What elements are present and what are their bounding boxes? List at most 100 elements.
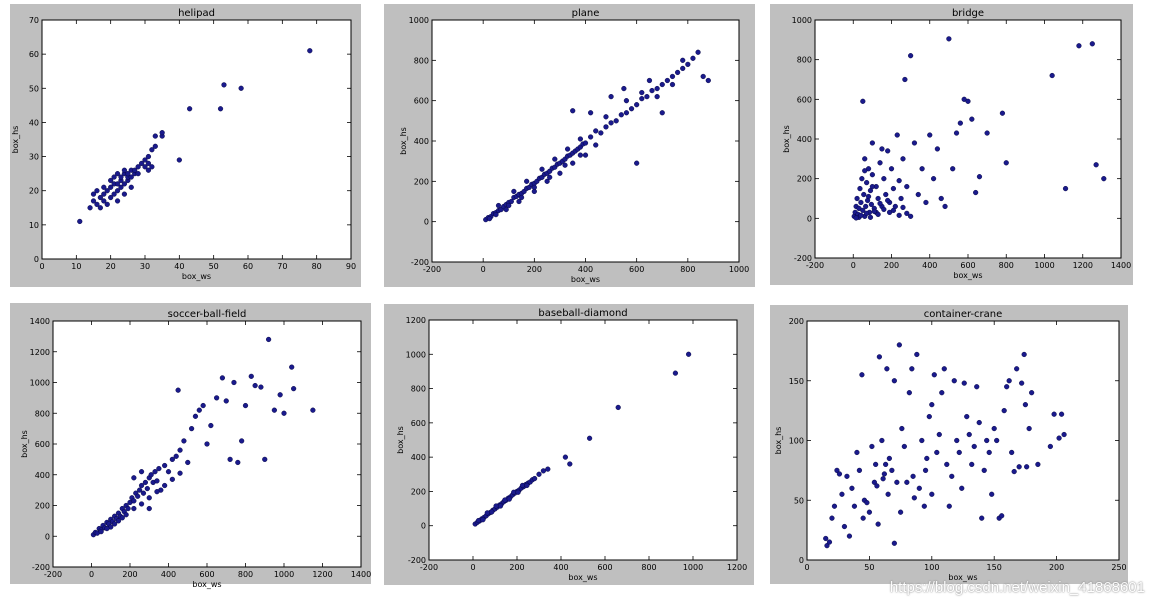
scatter-point (154, 478, 160, 484)
x-axis-label: box_ws (571, 275, 600, 284)
scatter-point (857, 185, 863, 192)
y-tick-label: 10 (29, 221, 39, 230)
scatter-point (966, 431, 972, 438)
scatter-point (132, 167, 138, 173)
scatter-point (176, 157, 182, 163)
scatter-point (879, 146, 885, 152)
scatter-point (923, 199, 929, 206)
scatter-point (910, 473, 916, 479)
scatter-point (680, 65, 686, 72)
scatter-point (547, 174, 553, 180)
scatter-point (695, 49, 701, 55)
scatter-point (950, 166, 956, 172)
x-tick-label: 1200 (1073, 261, 1093, 270)
x-tick-label: 20 (106, 262, 116, 271)
scatter-point (896, 342, 902, 348)
scatter-point (162, 462, 168, 469)
y-tick-label: 200 (414, 177, 429, 186)
x-tick-label: 1200 (727, 563, 747, 572)
scatter-point (281, 410, 287, 416)
x-tick-label: 1000 (729, 265, 749, 274)
scatter-point (1035, 461, 1041, 468)
scatter-point (866, 509, 873, 515)
scatter-point (121, 167, 128, 173)
y-tick-label: 200 (789, 317, 804, 326)
y-tick-label: 1200 (30, 348, 50, 357)
scatter-point (659, 81, 665, 88)
scatter-point (883, 461, 889, 468)
scatter-point (118, 184, 124, 190)
scatter-point (934, 146, 941, 152)
scatter-point (545, 466, 551, 472)
scatter-point (915, 191, 921, 198)
scatter-point (104, 188, 110, 194)
scatter-point (623, 98, 630, 104)
scatter-point (135, 164, 141, 170)
y-tick-label: 800 (414, 56, 429, 65)
scatter-point (873, 461, 879, 468)
scatter-point (930, 176, 937, 182)
scatter-point (669, 81, 676, 88)
scatter-point (969, 461, 975, 468)
scatter-point (900, 156, 906, 162)
scatter-point (475, 517, 482, 524)
scatter-point (177, 447, 183, 453)
x-tick-label: -200 (44, 570, 62, 579)
x-tick-label: 0 (39, 262, 44, 271)
scatter-point (974, 384, 980, 390)
scatter-point (159, 130, 165, 136)
scatter-point (991, 425, 997, 432)
scatter-point (639, 96, 645, 102)
y-tick-label: 20 (29, 187, 39, 196)
chart-panel-bridge: bridge -200 0 200 400 600 800 1000 1200 1400 -200 0… (770, 4, 1133, 285)
y-tick-label: 200 (797, 175, 812, 184)
scatter-point (104, 525, 110, 532)
y-tick-label: 800 (411, 385, 426, 394)
y-tick-label: 50 (29, 84, 39, 93)
y-axis-label: box_hs (782, 125, 791, 153)
scatter-point (984, 437, 990, 444)
scatter-point (880, 476, 886, 482)
x-tick-label: 0 (481, 265, 486, 274)
scatter-point (493, 503, 499, 509)
scatter-point (603, 124, 609, 130)
scatter-point (669, 73, 676, 80)
y-tick-label: 0 (421, 522, 426, 531)
y-tick-label: 0 (807, 214, 812, 223)
scatter-point (598, 130, 604, 136)
scatter-point (262, 456, 268, 462)
scatter-point (227, 456, 233, 462)
x-tick-label: 1400 (351, 570, 371, 579)
scatter-point (536, 471, 542, 477)
scatter-point (853, 215, 859, 221)
scatter-point (885, 197, 891, 204)
scatter-point (142, 479, 149, 486)
scatter-point (1029, 390, 1035, 396)
scatter-point (489, 509, 495, 515)
scatter-point (875, 195, 881, 202)
scatter-point (664, 77, 670, 84)
scatter-point (291, 386, 297, 392)
scatter-point (140, 490, 147, 496)
scatter-point (953, 130, 960, 136)
scatter-point (891, 378, 897, 384)
scatter-point (926, 413, 932, 420)
x-tick-label: 10 (71, 262, 81, 271)
scatter-point (931, 372, 937, 378)
scatter-point (493, 212, 499, 218)
scatter-point (121, 191, 128, 197)
scatter-point (973, 189, 979, 196)
scatter-point (628, 106, 635, 112)
x-axis-label: box_ws (568, 573, 597, 582)
scatter-point (1051, 411, 1057, 417)
y-tick-label: 600 (35, 440, 50, 449)
scatter-point (145, 153, 152, 160)
scatter-point (587, 435, 593, 441)
scatter-point (149, 147, 155, 153)
x-tick-label: 50 (864, 563, 874, 572)
scatter-point (557, 170, 563, 176)
chart-panel-container-crane: container-crane 0 50 100 150 200 250 0 50 100 150 2… (770, 305, 1128, 584)
scatter-point (885, 148, 891, 154)
x-tick-label: 60 (243, 262, 253, 271)
scatter-point (114, 198, 121, 204)
